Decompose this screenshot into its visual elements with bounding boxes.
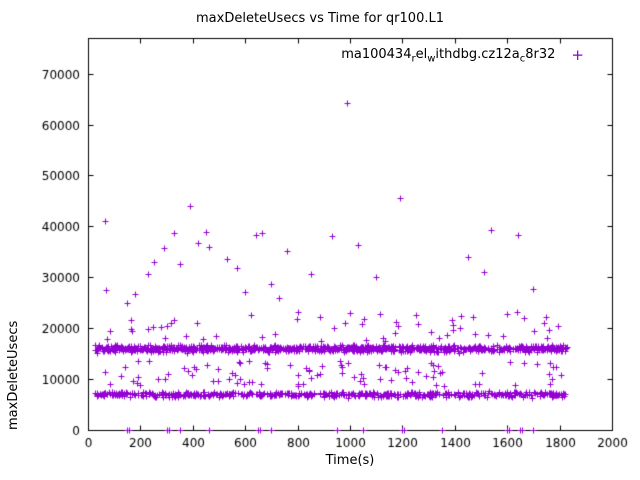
plus-marker-icon: + bbox=[571, 46, 584, 65]
y-axis-label: maxDeleteUsecs bbox=[6, 320, 21, 430]
legend-series-label: ma100434relwithdbg.cz12ac8r32 bbox=[341, 47, 556, 65]
legend: ma100434relwithdbg.cz12ac8r32 + bbox=[341, 47, 584, 65]
x-axis-label: Time(s) bbox=[325, 453, 375, 468]
chart-title: maxDeleteUsecs vs Time for qr100.L1 bbox=[196, 11, 444, 26]
